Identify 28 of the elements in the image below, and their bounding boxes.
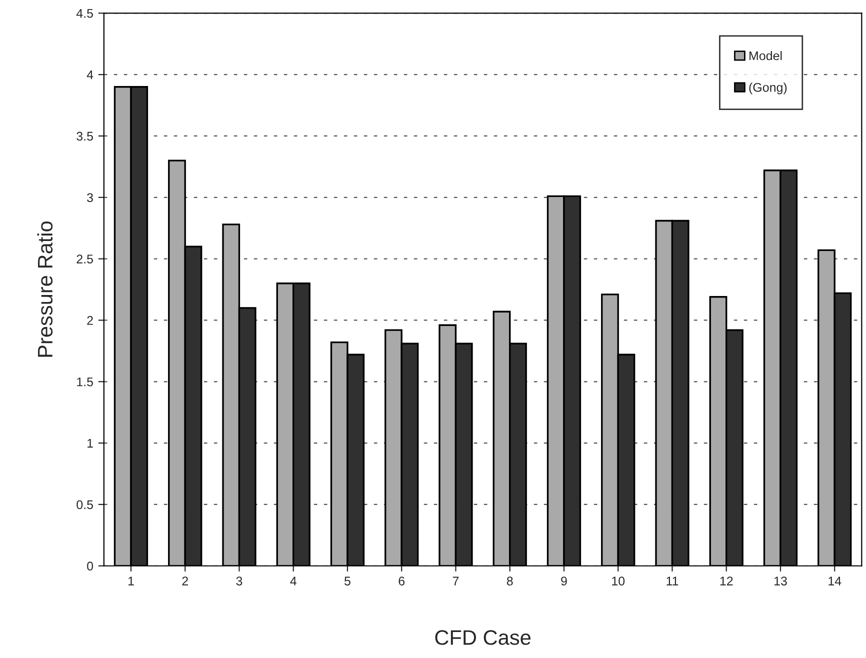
y-tick-label: 0 [87, 562, 94, 571]
x-tick-label: 11 [666, 576, 678, 586]
x-tick-label: 6 [398, 576, 405, 586]
y-axis-title: Pressure Ratio [37, 221, 53, 357]
y-tick-label: 1.5 [77, 378, 93, 386]
x-tick-label: 4 [290, 576, 296, 586]
x-tick-label: 7 [452, 576, 459, 586]
y-tick-label: 1 [88, 438, 93, 448]
y-tick-label: 2.5 [76, 254, 93, 264]
x-tick-label: 5 [344, 576, 350, 586]
x-tick-label: 1 [128, 576, 134, 586]
x-tick-label: 10 [612, 576, 625, 586]
legend-label: (Gong) [749, 82, 787, 94]
y-tick-label: 4 [86, 70, 94, 80]
x-tick-label: 9 [561, 576, 567, 586]
x-tick-label: 13 [774, 576, 787, 586]
legend-label: Model [750, 50, 782, 60]
x-tick-label: 2 [182, 576, 188, 586]
y-tick-label: 4.5 [76, 9, 93, 18]
x-tick-label: 8 [506, 576, 513, 586]
x-tick-label: 12 [720, 576, 733, 586]
x-axis-title: CFD Case [435, 630, 530, 645]
x-tick-label: 3 [236, 576, 242, 586]
y-tick-label: 0.5 [76, 500, 93, 510]
y-tick-label: 3.5 [76, 132, 93, 141]
y-tick-label: 2 [87, 316, 93, 325]
y-tick-label: 3 [87, 193, 93, 202]
x-tick-label: 14 [828, 576, 842, 586]
